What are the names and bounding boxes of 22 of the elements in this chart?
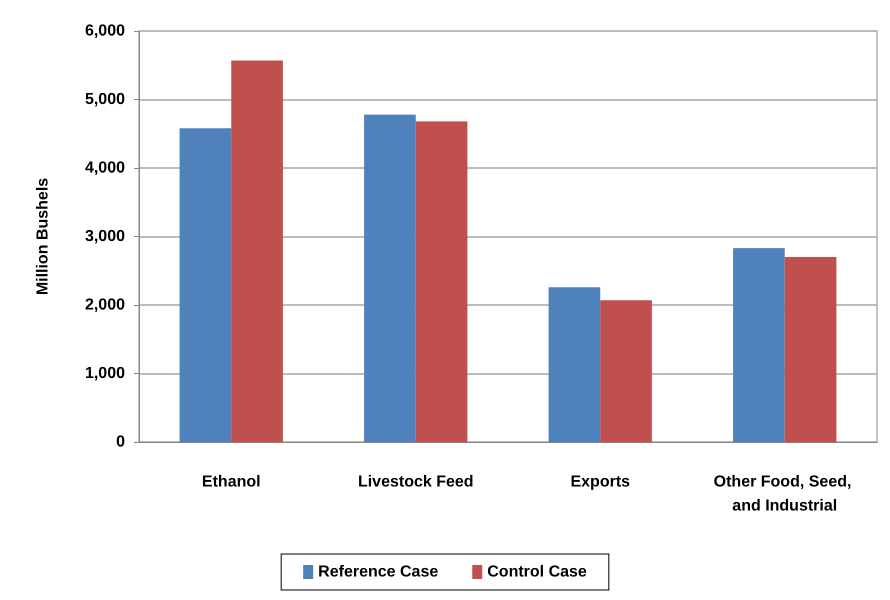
bar [180, 128, 232, 442]
x-tick-label: Exports [570, 474, 630, 490]
legend-label: Reference Case [318, 564, 438, 580]
bar [733, 248, 785, 442]
bar [600, 300, 652, 442]
bar [416, 121, 468, 442]
x-tick-label: Ethanol [202, 474, 261, 490]
y-tick-label: 4,000 [84, 160, 126, 176]
y-tick-label: 2,000 [84, 296, 126, 314]
bar [231, 60, 283, 442]
y-axis-title: Million Bushels [34, 178, 52, 296]
y-tick-label: 3,000 [84, 228, 126, 245]
bar [364, 114, 416, 442]
y-tick-label: 1,000 [84, 365, 126, 382]
bar [784, 257, 836, 442]
x-tick-label: Other Food, Seed, and Industrial [714, 474, 856, 514]
y-tick-label: 5,000 [84, 91, 126, 108]
y-tick-label: 6,000 [84, 22, 126, 40]
bar [548, 287, 600, 442]
x-tick-label: Livestock Feed [358, 474, 474, 490]
y-tick-label: 0 [116, 434, 126, 450]
legend-label: Control Case [487, 564, 587, 580]
